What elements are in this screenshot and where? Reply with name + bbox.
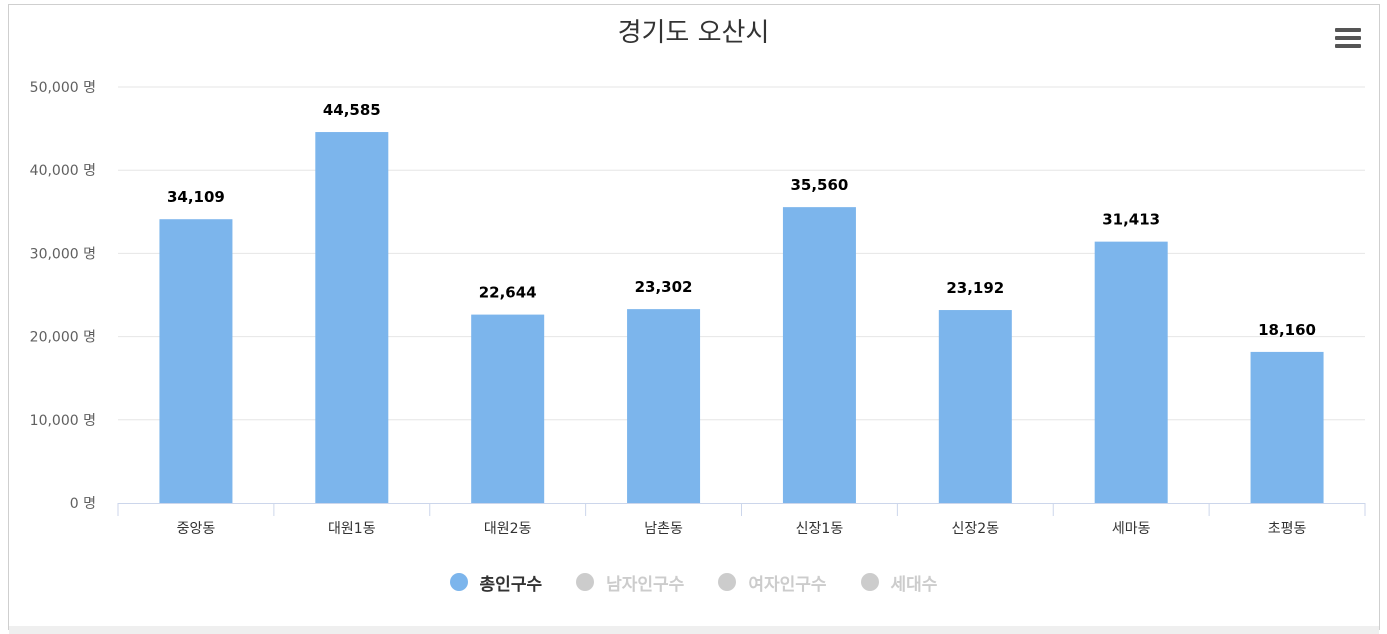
chart-title: 경기도 오산시 <box>617 18 770 48</box>
legend-dot-icon <box>576 573 595 591</box>
y-tick-label: 20,000 명 <box>30 330 96 346</box>
y-tick-label: 50,000 명 <box>30 80 96 96</box>
legend-label: 남자인구수 <box>606 574 685 595</box>
x-tick-label: 초평동 <box>1268 521 1307 537</box>
legend-label: 세대수 <box>890 574 938 595</box>
legend-dot-icon <box>860 573 879 591</box>
bar <box>315 132 389 503</box>
data-label: 23,302 <box>635 278 693 296</box>
legend-dot-icon <box>449 573 468 591</box>
x-tick-label: 남촌동 <box>644 521 683 537</box>
data-label: 44,585 <box>323 101 381 119</box>
legend-item-male[interactable]: 남자인구수 <box>576 570 684 595</box>
y-tick-label: 10,000 명 <box>30 413 96 429</box>
bar <box>782 207 856 503</box>
x-tick-label: 세마동 <box>1112 521 1151 537</box>
bar <box>1094 241 1168 503</box>
bar <box>471 314 545 503</box>
x-tick-label: 대원2동 <box>484 521 532 537</box>
hamburger-menu-icon[interactable] <box>1334 26 1362 50</box>
data-label: 34,109 <box>167 188 225 206</box>
bottom-strip <box>9 626 1379 634</box>
legend: 총인구수 남자인구수 여자인구수 세대수 <box>0 568 1387 596</box>
x-tick-label: 중앙동 <box>177 521 216 537</box>
x-tick-label: 신장2동 <box>952 521 1000 537</box>
y-tick-label: 0 명 <box>70 496 96 512</box>
bar <box>1250 351 1324 503</box>
data-label: 35,560 <box>790 176 848 194</box>
y-tick-label: 30,000 명 <box>30 246 96 262</box>
x-tick-label: 대원1동 <box>328 521 376 537</box>
data-label: 18,160 <box>1258 321 1316 339</box>
x-tick-label: 신장1동 <box>796 521 844 537</box>
bar <box>627 309 701 503</box>
legend-label: 여자인구수 <box>748 574 827 595</box>
bar <box>159 219 233 503</box>
legend-item-total[interactable]: 총인구수 <box>449 570 543 595</box>
bar <box>938 310 1012 503</box>
data-label: 22,644 <box>479 284 537 302</box>
legend-item-households[interactable]: 세대수 <box>860 570 938 595</box>
legend-dot-icon <box>718 573 737 591</box>
data-label: 23,192 <box>946 279 1004 297</box>
data-label: 31,413 <box>1102 211 1160 229</box>
legend-item-female[interactable]: 여자인구수 <box>718 570 827 595</box>
legend-label: 총인구수 <box>479 574 543 595</box>
y-tick-label: 40,000 명 <box>30 163 96 179</box>
